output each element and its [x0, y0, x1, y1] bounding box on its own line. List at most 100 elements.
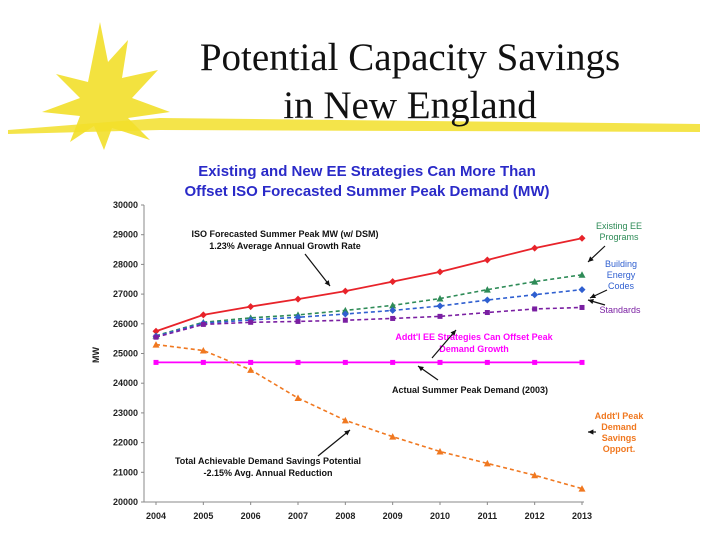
series-line-iso — [155, 237, 583, 333]
x-tick-label: 2011 — [478, 511, 498, 521]
chart-title-line-2: Offset ISO Forecasted Summer Peak Demand… — [184, 183, 549, 200]
chart-title-line-1: Existing and New EE Strategies Can More … — [198, 163, 536, 180]
series-line-existing — [155, 274, 583, 337]
data-point-iso — [531, 244, 539, 252]
annotation-addtl-line-1: Addt'l EE Strategies Can Offset Peak — [395, 332, 553, 342]
data-point-savings — [199, 347, 207, 354]
data-point-existing — [578, 271, 586, 278]
slide-title-line-2: in New England — [283, 84, 537, 127]
annotation-total-arrow — [317, 429, 351, 457]
legend-label-savings: Opport. — [603, 444, 636, 454]
data-point-existing — [436, 295, 444, 302]
x-tick-label: 2010 — [430, 511, 450, 521]
x-tick-label: 2013 — [572, 511, 592, 521]
series-line-building — [155, 288, 583, 338]
data-point-standards — [437, 313, 443, 319]
data-point-savings — [531, 471, 539, 479]
data-point-savings — [389, 433, 397, 440]
data-point-savings — [436, 448, 444, 455]
data-point-iso — [294, 295, 302, 303]
legend-label-building: Energy — [607, 270, 636, 280]
annotation-addtl-arrow — [431, 329, 457, 359]
y-axis-label: MW — [91, 347, 101, 363]
data-point-iso — [578, 234, 586, 242]
data-point-standards — [484, 310, 490, 316]
data-point-savings — [578, 485, 586, 492]
data-point-savings — [294, 394, 302, 402]
annotation-iso-line-2: 1.23% Average Annual Growth Rate — [209, 241, 361, 251]
data-point-savings — [152, 341, 160, 348]
series-line-savings — [155, 343, 583, 490]
series-line-standards — [155, 306, 583, 338]
legend-label-savings: Savings — [602, 433, 637, 443]
x-tick-label: 2006 — [241, 511, 261, 521]
data-point-existing — [389, 301, 397, 309]
slide-title-line-1: Potential Capacity Savings — [199, 36, 621, 79]
legend-label-standards: Standards — [599, 305, 641, 315]
data-point-actual — [484, 359, 490, 365]
data-point-actual — [200, 359, 206, 365]
title-swoosh — [8, 118, 700, 134]
y-tick-label: 29000 — [113, 230, 138, 240]
data-point-existing — [531, 278, 539, 285]
data-point-building — [436, 302, 444, 310]
data-point-building — [483, 296, 491, 304]
data-point-actual — [342, 359, 348, 365]
annotation-total-arrow-head — [344, 430, 350, 436]
data-point-actual — [295, 359, 301, 365]
data-point-existing — [341, 306, 349, 314]
data-point-standards — [295, 318, 301, 324]
annotation-actual-arrow-head — [418, 366, 424, 372]
data-point-actual — [153, 359, 159, 365]
y-tick-label: 23000 — [113, 408, 138, 418]
data-point-standards — [579, 304, 585, 310]
data-point-savings — [483, 459, 491, 467]
annotation-total-line-1: Total Achievable Demand Savings Potentia… — [175, 456, 361, 466]
data-point-standards — [200, 321, 206, 327]
slide-title: Potential Capacity Savings in New Englan… — [140, 34, 680, 130]
x-tick-label: 2005 — [193, 511, 213, 521]
data-point-existing — [483, 286, 491, 293]
y-tick-label: 21000 — [113, 467, 138, 477]
data-point-iso — [247, 303, 255, 311]
y-tick-label: 22000 — [113, 438, 138, 448]
data-point-iso — [341, 287, 349, 295]
plot-area: 20000 21000 22000 23000 24000 25000 26000 27000… — [91, 200, 644, 521]
data-point-savings — [247, 366, 255, 373]
data-point-actual — [248, 359, 254, 365]
annotation-iso-arrow-head — [324, 280, 330, 286]
y-tick-label: 26000 — [113, 319, 138, 329]
data-point-actual — [532, 359, 538, 365]
y-tick-label: 24000 — [113, 378, 138, 388]
data-point-standards — [342, 317, 348, 323]
legend-label-building: Building — [605, 259, 637, 269]
data-point-actual — [437, 359, 443, 365]
x-tick-label: 2008 — [335, 511, 355, 521]
data-point-standards — [153, 334, 159, 340]
data-point-iso — [483, 256, 491, 264]
legend-savings-arrow-head — [588, 429, 594, 435]
y-tick-label: 25000 — [113, 349, 138, 359]
data-point-building — [341, 310, 349, 318]
legend-label-existing: Programs — [599, 232, 639, 242]
y-tick-label: 28000 — [113, 259, 138, 269]
legend-standards-arrow-head — [588, 299, 594, 305]
data-point-actual — [390, 359, 396, 365]
annotation-addtl-arrow-head — [450, 330, 456, 336]
starburst-logo — [42, 22, 170, 150]
data-point-standards — [532, 306, 538, 312]
y-tick-label: 20000 — [113, 497, 138, 507]
annotation-iso-line-1: ISO Forecasted Summer Peak MW (w/ DSM) — [191, 229, 378, 239]
annotation-actual: Actual Summer Peak Demand (2003) — [392, 385, 548, 395]
legend-label-building: Codes — [608, 281, 635, 291]
x-tick-label: 2007 — [288, 511, 308, 521]
data-point-iso — [199, 311, 207, 319]
annotation-iso-arrow — [304, 253, 331, 287]
x-tick-label: 2004 — [146, 511, 166, 521]
legend-building-arrow-head — [590, 293, 596, 299]
x-tick-label: 2012 — [525, 511, 545, 521]
y-tick-label: 27000 — [113, 289, 138, 299]
data-point-building — [531, 291, 539, 299]
